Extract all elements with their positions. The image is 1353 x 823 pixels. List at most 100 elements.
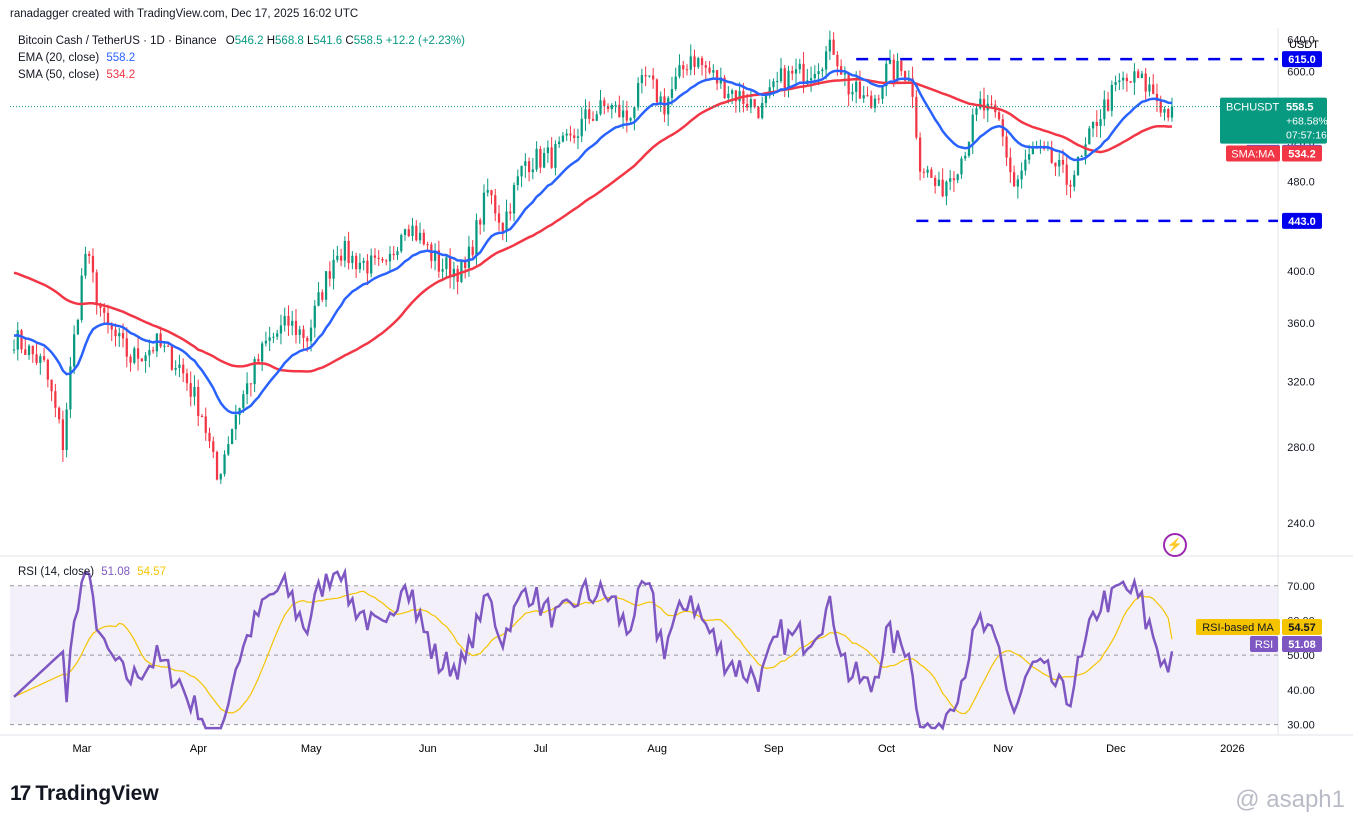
candle-body (140, 358, 143, 362)
candle-body (95, 272, 98, 304)
candle-body (949, 178, 952, 182)
candle-body (1009, 157, 1012, 173)
candle-body (550, 147, 553, 168)
candle-body (219, 474, 222, 480)
candle-body (678, 65, 681, 77)
price-tick-label: 640.0 (1287, 34, 1315, 46)
candle-body (1103, 99, 1106, 120)
candle-body (1050, 147, 1053, 163)
time-tick-label: Oct (878, 743, 895, 755)
rsi-side-tag: RSI (1250, 636, 1278, 652)
svg-text:51.08: 51.08 (1288, 639, 1316, 651)
candle-body (674, 76, 677, 89)
candle-body (1106, 99, 1110, 111)
candle-body (366, 260, 369, 274)
candle-body (776, 80, 779, 82)
candle-body (1110, 84, 1113, 111)
svg-text:07:57:16: 07:57:16 (1286, 130, 1327, 142)
candle-body (464, 260, 467, 268)
candle-body (982, 98, 986, 111)
candle-body (1144, 73, 1147, 92)
candle-body (1016, 179, 1019, 187)
candle-body (479, 220, 482, 225)
candle-body (245, 383, 249, 395)
svg-text:BCHUSDT: BCHUSDT (1226, 102, 1279, 114)
candle-body (460, 260, 463, 282)
candle-body (979, 98, 982, 109)
candle-body (272, 336, 275, 338)
svg-text:615.0: 615.0 (1288, 54, 1316, 66)
candle-body (151, 350, 155, 352)
candle-body (809, 78, 813, 81)
candle-body (659, 96, 662, 103)
candle-body (554, 143, 557, 168)
sma-price-tag: 534.2 (1282, 145, 1322, 162)
candle-body (377, 257, 380, 259)
candle-body (997, 112, 1001, 120)
candle-body (358, 262, 362, 270)
candle-body (1163, 109, 1166, 113)
candle-body (426, 244, 429, 246)
candle-body (1069, 184, 1072, 187)
candle-body (392, 253, 395, 256)
candle-body (685, 69, 689, 71)
candle-body (159, 333, 162, 347)
candle-body (415, 225, 418, 241)
candle-body (633, 107, 636, 119)
candle-body (873, 98, 877, 108)
candle-body (802, 63, 805, 84)
rsi-price-tag: 51.08 (1282, 636, 1322, 652)
lightning-icon[interactable]: ⚡ (1163, 533, 1187, 557)
svg-text:534.2: 534.2 (1288, 149, 1316, 161)
candle-body (57, 407, 61, 420)
candle-body (697, 58, 700, 67)
candle-body (603, 100, 606, 107)
candle-body (700, 58, 704, 66)
tradingview-logo[interactable]: 17 TradingView (10, 782, 159, 806)
candle-body (317, 292, 320, 306)
candle-body (652, 75, 655, 80)
rsi-legend[interactable]: RSI (14, close) 51.08 54.57 (18, 566, 166, 578)
candle-body (230, 429, 234, 445)
candle-body (828, 39, 831, 52)
candle-body (719, 77, 722, 84)
candle-body (257, 358, 260, 362)
candle-body (779, 68, 783, 81)
candle-body (667, 97, 670, 115)
candle-body (1133, 71, 1136, 83)
candle-body (558, 141, 561, 144)
candle-body (851, 91, 854, 95)
candle-body (704, 65, 707, 68)
candle-body (535, 148, 538, 170)
candle-body (298, 329, 301, 335)
candle-body (520, 165, 523, 177)
rsi-line (13, 567, 1174, 731)
candle-body (655, 79, 659, 103)
candle-body (798, 63, 801, 70)
candle-body (1114, 82, 1117, 85)
candle-body (445, 257, 448, 270)
candle-body (1054, 162, 1057, 167)
candle-body (1095, 121, 1098, 126)
candle-body (24, 349, 27, 355)
candle-body (648, 75, 651, 77)
candle-body (16, 330, 19, 350)
sma-legend[interactable]: SMA (50, close) 534.2 (18, 69, 135, 81)
candle-body (761, 103, 764, 119)
candle-body (73, 334, 76, 367)
symbol-legend[interactable]: Bitcoin Cash / TetherUS · 1D · Binance O… (18, 35, 465, 47)
candle-body (926, 169, 929, 173)
candle-body (208, 432, 211, 442)
ema-legend[interactable]: EMA (20, close) 558.2 (18, 52, 135, 64)
candle-body (1065, 164, 1068, 185)
candle-body (625, 110, 628, 121)
candle-body (757, 107, 760, 119)
candle-body (106, 312, 110, 324)
candle-body (351, 255, 354, 264)
candle-body (332, 259, 335, 279)
candle-body (76, 319, 80, 335)
candle-body (896, 60, 899, 80)
candle-body (129, 356, 132, 363)
candle-body (918, 137, 922, 172)
candle-body (91, 256, 95, 273)
